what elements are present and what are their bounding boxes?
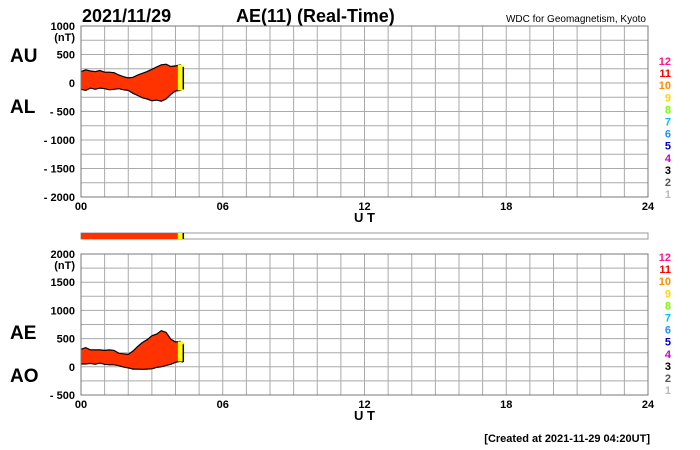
y-tick-label: 1000 xyxy=(51,305,75,317)
station-count-label: 11 xyxy=(659,264,671,276)
data-coverage-bar xyxy=(80,232,649,240)
created-timestamp: [Created at 2021-11-29 04:20UT] xyxy=(484,433,650,445)
x-tick-label: 00 xyxy=(75,201,87,213)
y-tick-label: - 500 xyxy=(50,107,75,119)
plot-frame xyxy=(80,25,649,198)
series-side-label-al: AL xyxy=(10,97,36,118)
data-credit: WDC for Geomagnetism, Kyoto xyxy=(506,14,646,25)
x-tick-label: 00 xyxy=(75,399,87,411)
y-tick-label: 500 xyxy=(57,334,75,346)
station-count-label: 9 xyxy=(665,288,671,300)
station-count-label: 10 xyxy=(659,276,671,288)
x-tick-label: 24 xyxy=(642,201,655,213)
station-count-label: 12 xyxy=(659,56,671,68)
station-count-label: 3 xyxy=(665,361,671,373)
station-count-label: 6 xyxy=(665,325,671,337)
y-tick-label: - 1500 xyxy=(44,164,75,176)
current-time-marker xyxy=(177,64,184,91)
x-tick-label: 24 xyxy=(642,399,655,411)
x-tick-label: 12 xyxy=(358,201,370,213)
series-band-fill xyxy=(81,330,184,370)
x-axis-label: U T xyxy=(354,408,375,423)
series-ao-line xyxy=(81,360,184,370)
series-band-fill xyxy=(81,64,184,102)
series-ae-line xyxy=(80,330,184,356)
station-count-label: 11 xyxy=(659,68,671,80)
station-count-label: 7 xyxy=(665,313,671,325)
y-tick-label: 0 xyxy=(69,78,75,90)
x-tick-label: 06 xyxy=(217,399,229,411)
y-tick-label: 500 xyxy=(57,50,75,62)
station-count-label: 2 xyxy=(665,373,671,385)
y-tick-label: 1000 xyxy=(51,21,75,33)
station-count-label: 3 xyxy=(665,165,671,177)
station-count-label: 1 xyxy=(665,189,671,201)
au-al-panel: 1000 500 0 - 500 - 1000 - 1500 - 2000 (nT) 00 06 1… xyxy=(10,21,655,225)
station-count-label: 8 xyxy=(665,300,671,312)
y-tick-label: 1500 xyxy=(51,277,75,289)
station-count-label: 4 xyxy=(665,349,672,361)
station-count-label: 2 xyxy=(665,177,671,189)
station-count-label: 9 xyxy=(665,92,671,104)
coverage-bar-fill xyxy=(81,233,178,239)
station-count-label: 12 xyxy=(659,252,671,264)
x-tick-label: 12 xyxy=(358,399,370,411)
series-al-line xyxy=(80,87,184,102)
ae-ao-panel: 2000 1500 1000 500 0 - 500 (nT) 00 06 12 18 24 U T AE… xyxy=(10,249,655,423)
series-side-label-ao: AO xyxy=(10,366,39,387)
plot-frame xyxy=(80,253,649,396)
station-count-label: 4 xyxy=(665,153,672,165)
x-tick-label: 06 xyxy=(217,201,229,213)
y-tick-label: - 500 xyxy=(50,390,75,402)
chart-date: 2021/11/29 xyxy=(82,6,171,26)
current-time-marker xyxy=(177,341,184,362)
y-tick-label: 2000 xyxy=(51,249,75,261)
y-tick-label: 0 xyxy=(69,362,75,374)
x-axis-label: U T xyxy=(354,210,375,225)
series-au-line xyxy=(80,63,184,79)
station-count-label: 5 xyxy=(665,337,671,349)
station-count-label: 7 xyxy=(665,117,671,129)
chart-title: AE(11) (Real-Time) xyxy=(236,6,395,26)
y-unit-label: (nT) xyxy=(54,260,75,272)
coverage-bar-current xyxy=(177,233,184,239)
y-tick-label: - 2000 xyxy=(44,192,75,204)
station-count-label: 5 xyxy=(665,141,671,153)
series-side-label-au: AU xyxy=(10,46,37,67)
x-tick-label: 18 xyxy=(500,399,512,411)
station-count-label: 6 xyxy=(665,129,671,141)
y-unit-label: (nT) xyxy=(54,32,75,44)
station-count-label: 10 xyxy=(659,80,671,92)
station-count-label: 1 xyxy=(665,385,671,397)
station-count-label: 8 xyxy=(665,104,671,116)
y-tick-label: - 1000 xyxy=(44,135,75,147)
x-tick-label: 18 xyxy=(500,201,512,213)
series-side-label-ae: AE xyxy=(10,323,36,344)
